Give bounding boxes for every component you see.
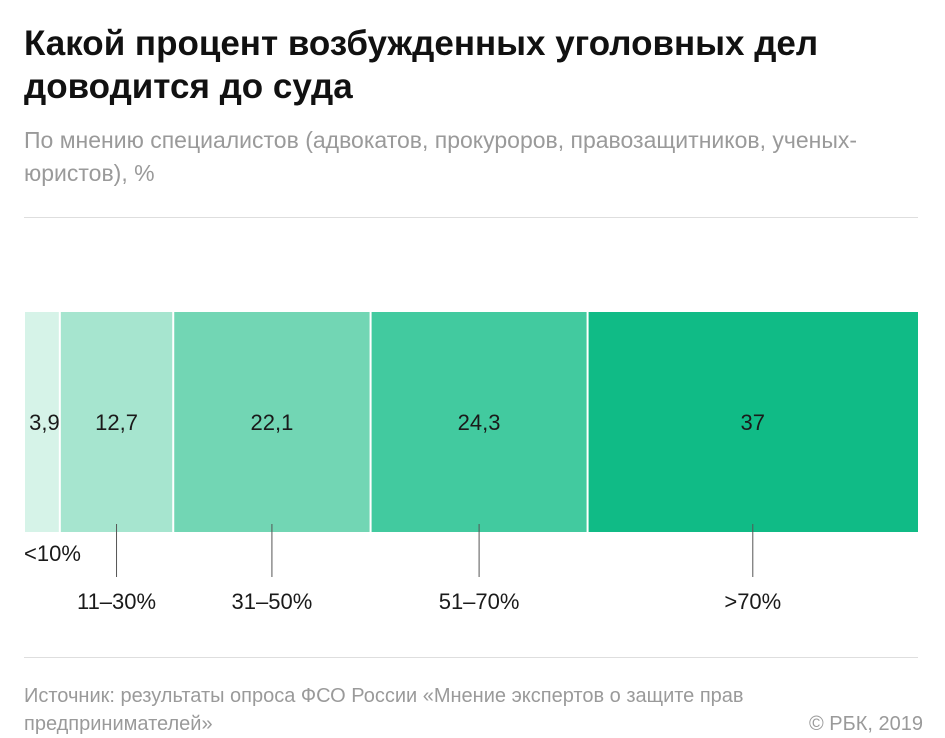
chart-subtitle: По мнению специалистов (адвокатов, проку… [24,127,858,186]
category-label-3: 31–50% [232,589,313,614]
value-label-4: 24,3 [458,410,501,435]
bar-segment-5 [587,312,918,532]
value-label-1: 3,9 [29,410,60,435]
category-label-2: 11–30% [77,589,156,614]
bar-segment-4 [370,312,588,532]
source-note: Источник: результаты опроса ФСО России «… [24,685,744,735]
bottom-divider [24,657,918,658]
category-label-4: 51–70% [439,589,520,614]
bar-segment-1 [25,312,60,532]
category-label-1: <10% [24,541,81,566]
category-label-5: >70% [724,589,781,614]
value-label-5: 37 [741,410,765,435]
bar-segment-3 [173,312,371,532]
bar-segment-2 [59,312,174,532]
chart-title: Какой процент возбужденных уголовных дел… [24,24,819,106]
value-label-2: 12,7 [95,410,138,435]
value-label-3: 22,1 [251,410,294,435]
stacked-bar-chart: 3,9 <10% 12,7 11–30% 22,1 31–50% 24,3 51–70% 37 >… [24,312,918,614]
copyright: © РБК, 2019 [808,713,923,735]
top-divider [24,217,918,218]
